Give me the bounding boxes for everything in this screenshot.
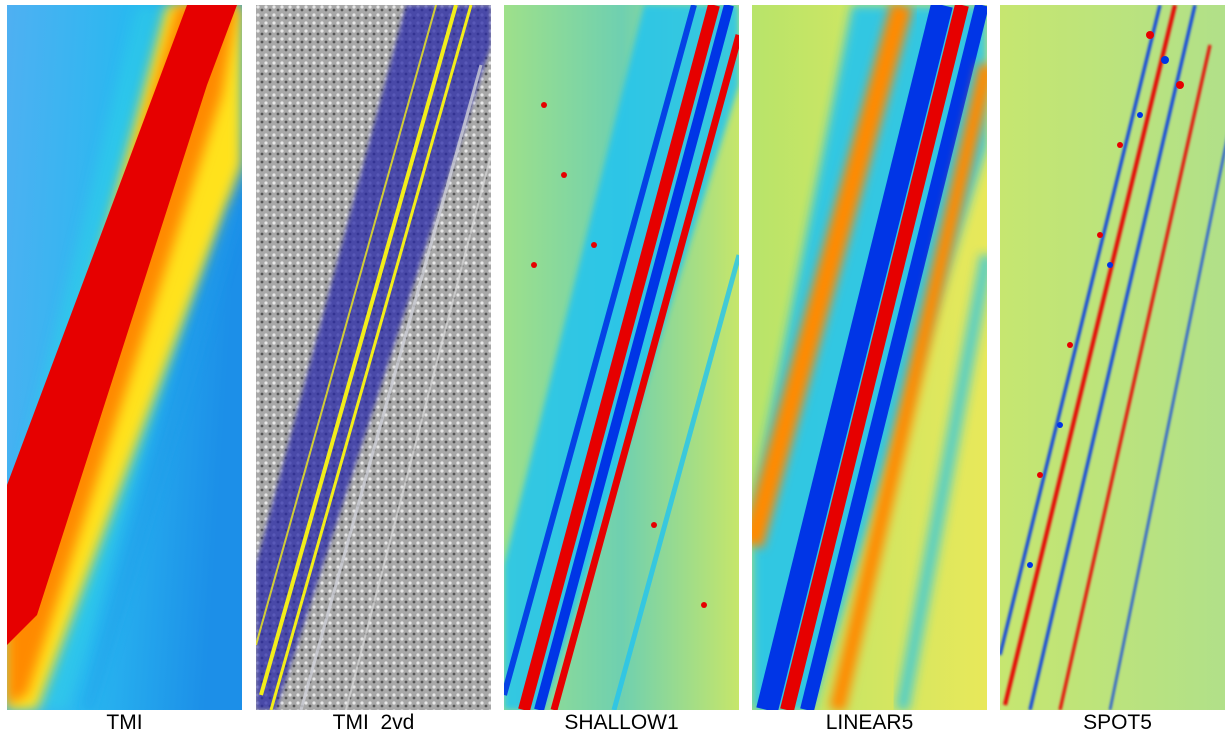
panel-label-shallow1: SHALLOW1	[564, 711, 679, 734]
tmi-map-image	[7, 5, 242, 710]
tmi-2vd-map-image	[256, 5, 491, 710]
linear5-map-image	[752, 5, 987, 710]
shallow1-map-image	[504, 5, 739, 710]
spot5-map-image	[1000, 5, 1225, 710]
panel-label-tmi-2vd: TMI 2vd	[332, 711, 415, 734]
map-panel-tmi-2vd	[256, 5, 491, 710]
map-panel-spot5	[1000, 5, 1225, 710]
panel-label-tmi: TMI	[106, 711, 143, 734]
map-panel-linear5	[752, 5, 987, 710]
map-panel-tmi	[7, 5, 242, 710]
panel-label-linear5: LINEAR5	[825, 711, 914, 734]
map-panel-shallow1	[504, 5, 739, 710]
panel-label-spot5: SPOT5	[1083, 711, 1152, 734]
